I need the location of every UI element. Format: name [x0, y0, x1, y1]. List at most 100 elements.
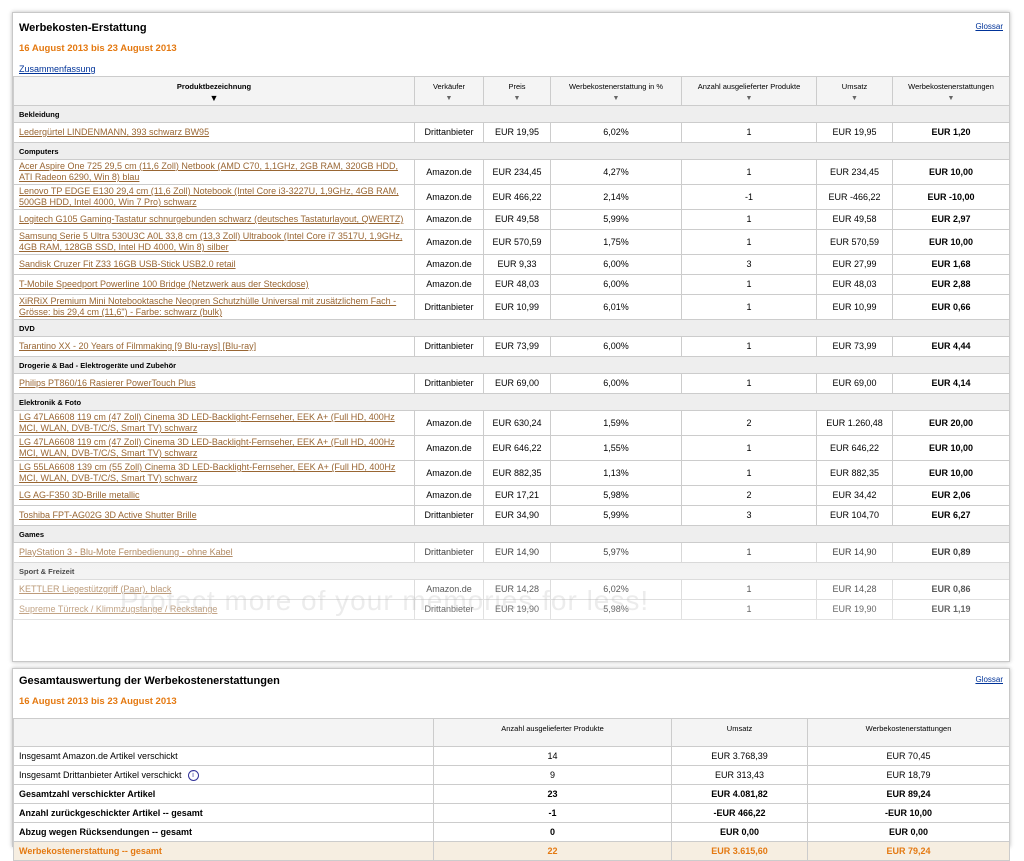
product-cell: Tarantino XX - 20 Years of Filmmaking [9…: [14, 337, 415, 357]
cell: EUR 10,00: [893, 230, 1010, 255]
totals-row: Gesamtzahl verschickter Artikel 23 EUR 4.0…: [14, 785, 1010, 804]
cell: EUR 9,33: [484, 255, 551, 275]
column-header[interactable]: Anzahl ausgelieferter Produkte▼: [682, 77, 817, 106]
header-label: Preis: [508, 82, 525, 91]
product-row: KETTLER Liegestützgriff (Paar), black Ama…: [14, 580, 1010, 600]
cell: EUR 89,24: [808, 785, 1010, 804]
cell-text: -1: [548, 808, 556, 818]
cell-text: Insgesamt Drittanbieter Artikel verschic…: [19, 770, 182, 780]
info-icon[interactable]: i: [188, 770, 199, 781]
product-row: PlayStation 3 - Blu-Mote Fernbedienung -…: [14, 543, 1010, 563]
product-link[interactable]: Ledergürtel LINDENMANN, 393 schwarz BW95: [19, 127, 209, 137]
cell: Drittanbieter: [415, 374, 484, 394]
product-row: Tarantino XX - 20 Years of Filmmaking [9…: [14, 337, 1010, 357]
cell: EUR 104,70: [817, 506, 893, 526]
cell: Amazon.de: [415, 580, 484, 600]
product-row: LG 47LA6608 119 cm (47 Zoll) Cinema 3D L…: [14, 436, 1010, 461]
cell: EUR 313,43: [672, 766, 808, 785]
cell: EUR 466,22: [484, 185, 551, 210]
cell: 6,00%: [551, 337, 682, 357]
cell: Drittanbieter: [415, 506, 484, 526]
cell-text: -EUR 466,22: [713, 808, 765, 818]
cell: Werbekostenerstattung -- gesamt: [14, 842, 434, 861]
column-header[interactable]: Preis▼: [484, 77, 551, 106]
cell: EUR 14,28: [484, 580, 551, 600]
product-link[interactable]: Acer Aspire One 725 29,5 cm (11,6 Zoll) …: [19, 161, 398, 182]
cell: Drittanbieter: [415, 543, 484, 563]
cell: -EUR 10,00: [808, 804, 1010, 823]
cell: Drittanbieter: [415, 600, 484, 620]
product-link[interactable]: Toshiba FPT-AG02G 3D Active Shutter Bril…: [19, 510, 197, 520]
cell: 1: [682, 461, 817, 486]
summary-link[interactable]: Zusammenfassung: [19, 64, 96, 74]
product-link[interactable]: Supreme Türreck / Klimmzugstange / Recks…: [19, 604, 217, 614]
cell: Amazon.de: [415, 275, 484, 295]
cell: EUR 73,99: [817, 337, 893, 357]
category-name: Computers: [14, 143, 1010, 160]
cell-text: 23: [547, 789, 557, 799]
cell: Amazon.de: [415, 210, 484, 230]
cell: 1: [682, 210, 817, 230]
glossary-link[interactable]: Glossar: [975, 675, 1003, 684]
cell: EUR 19,90: [484, 600, 551, 620]
cell: 2,14%: [551, 185, 682, 210]
cell: 9: [434, 766, 672, 785]
product-link[interactable]: Samsung Serie 5 Ultra 530U3C A0L 33,8 cm…: [19, 231, 402, 252]
cell: EUR 570,59: [817, 230, 893, 255]
cell: EUR 10,99: [484, 295, 551, 320]
product-link[interactable]: T-Mobile Speedport Powerline 100 Bridge …: [19, 279, 309, 289]
cell-text: 0: [550, 827, 555, 837]
product-cell: Philips PT860/16 Rasierer PowerTouch Plu…: [14, 374, 415, 394]
glossary-link[interactable]: Glossar: [975, 22, 1003, 31]
product-link[interactable]: LG AG-F350 3D-Brille metallic: [19, 490, 140, 500]
category-name: DVD: [14, 320, 1010, 337]
category-name: Bekleidung: [14, 106, 1010, 123]
column-header[interactable]: Umsatz▼: [817, 77, 893, 106]
product-link[interactable]: Logitech G105 Gaming-Tastatur schnurgebu…: [19, 214, 403, 224]
cell: EUR 10,00: [893, 461, 1010, 486]
product-table: Produktbezeichnung▼Verkäufer▼Preis▼Werbe…: [13, 76, 1010, 620]
date-range: 16 August 2013 bis 23 August 2013: [19, 696, 177, 707]
column-header[interactable]: Produktbezeichnung▼: [14, 77, 415, 106]
product-link[interactable]: Tarantino XX - 20 Years of Filmmaking [9…: [19, 341, 256, 351]
product-link[interactable]: Philips PT860/16 Rasierer PowerTouch Plu…: [19, 378, 196, 388]
cell: EUR 6,27: [893, 506, 1010, 526]
cell: 1: [682, 295, 817, 320]
product-row: Ledergürtel LINDENMANN, 393 schwarz BW95…: [14, 123, 1010, 143]
cell: EUR 4.081,82: [672, 785, 808, 804]
category-name: Games: [14, 526, 1010, 543]
cell: EUR 234,45: [484, 160, 551, 185]
header-cell: [14, 719, 434, 747]
cell: 5,97%: [551, 543, 682, 563]
product-row: Samsung Serie 5 Ultra 530U3C A0L 33,8 cm…: [14, 230, 1010, 255]
cell: 2: [682, 411, 817, 436]
cell: -1: [434, 804, 672, 823]
cell: Amazon.de: [415, 185, 484, 210]
cell: -1: [682, 185, 817, 210]
cell: EUR 4,44: [893, 337, 1010, 357]
product-cell: Ledergürtel LINDENMANN, 393 schwarz BW95: [14, 123, 415, 143]
product-row: LG 47LA6608 119 cm (47 Zoll) Cinema 3D L…: [14, 411, 1010, 436]
product-link[interactable]: Sandisk Cruzer Fit Z33 16GB USB-Stick US…: [19, 259, 236, 269]
product-link[interactable]: LG 55LA6608 139 cm (55 Zoll) Cinema 3D L…: [19, 462, 395, 483]
totals-row: Werbekostenerstattung -- gesamt22EUR 3.6…: [14, 842, 1010, 861]
cell: EUR -10,00: [893, 185, 1010, 210]
product-link[interactable]: XiRRiX Premium Mini Notebooktasche Neopr…: [19, 296, 396, 317]
cell-text: Insgesamt Amazon.de Artikel verschickt: [19, 751, 178, 761]
product-link[interactable]: LG 47LA6608 119 cm (47 Zoll) Cinema 3D L…: [19, 412, 395, 433]
cell: Gesamtzahl verschickter Artikel: [14, 785, 434, 804]
cell: Drittanbieter: [415, 337, 484, 357]
product-link[interactable]: LG 47LA6608 119 cm (47 Zoll) Cinema 3D L…: [19, 437, 395, 458]
cell: EUR 19,90: [817, 600, 893, 620]
product-link[interactable]: PlayStation 3 - Blu-Mote Fernbedienung -…: [19, 547, 233, 557]
column-header[interactable]: Werbekostenerstattungen▼: [893, 77, 1010, 106]
product-link[interactable]: KETTLER Liegestützgriff (Paar), black: [19, 584, 171, 594]
cell: 1: [682, 275, 817, 295]
column-header[interactable]: Verkäufer▼: [415, 77, 484, 106]
product-link[interactable]: Lenovo TP EDGE E130 29,4 cm (11,6 Zoll) …: [19, 186, 399, 207]
product-cell: PlayStation 3 - Blu-Mote Fernbedienung -…: [14, 543, 415, 563]
column-header[interactable]: Werbekostenerstattung in %▼: [551, 77, 682, 106]
report-panel: Werbekosten-Erstattung Glossar 16 August…: [12, 12, 1010, 662]
cell: Drittanbieter: [415, 295, 484, 320]
cell: 1: [682, 337, 817, 357]
